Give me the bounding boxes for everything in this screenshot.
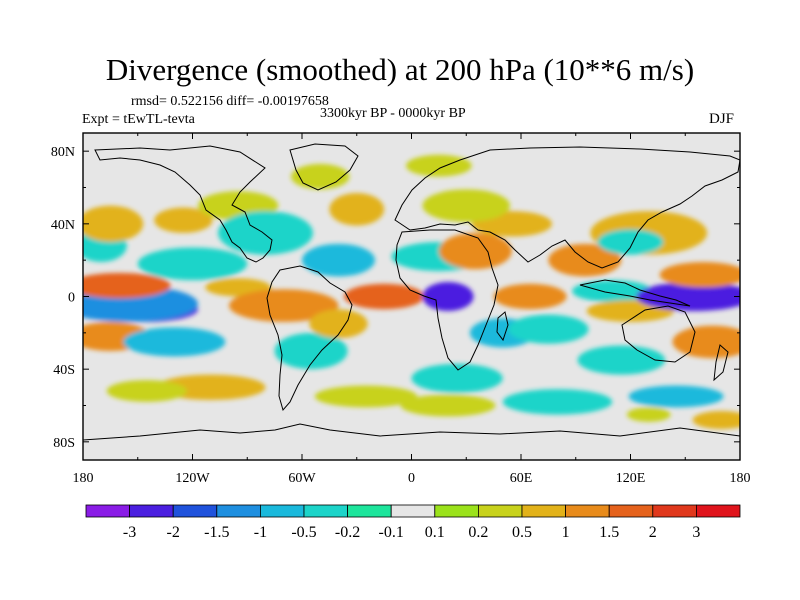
x-tick-label: 0 (408, 471, 415, 486)
colorbar-box (477, 504, 523, 518)
coastline-antarctica (83, 423, 740, 441)
chart-title: Divergence (smoothed) at 200 hPa (10**6 … (105, 52, 695, 87)
season-label: DJF (709, 111, 735, 127)
colorbar-label: 0.5 (512, 524, 532, 541)
field-anomaly-39 (626, 407, 671, 422)
colorbar-box (521, 504, 566, 518)
y-tick-label: 80N (51, 145, 75, 160)
y-tick-label: 80S (53, 436, 75, 451)
colorbar-label: 2 (649, 524, 657, 541)
colorbar-label: -0.2 (335, 524, 360, 541)
x-tick-label: 120E (616, 471, 646, 486)
coastline-maritime-continent (579, 279, 691, 307)
field-anomaly-37 (577, 345, 666, 375)
colorbar-box (85, 504, 130, 518)
colorbar-box (172, 504, 218, 518)
field-anomaly-45 (692, 410, 740, 430)
coastline-south-america (266, 265, 353, 412)
period-label: 3300kyr BP - 0000kyr BP (320, 106, 466, 121)
field-anomaly-7 (83, 205, 144, 242)
colorbar-box (259, 504, 305, 518)
y-axis: 80N 40N 0 40S 80S (51, 145, 740, 451)
field-anomaly-38 (628, 385, 724, 408)
field-anomaly-33 (659, 261, 740, 288)
field-anomaly-24 (406, 154, 472, 177)
colorbar-label: -0.1 (379, 524, 404, 541)
coastline-europe-asia (394, 146, 740, 269)
coastline-north-america (94, 145, 273, 263)
colorbar-box (652, 504, 697, 518)
field-anomaly-23 (422, 189, 511, 223)
y-tick-label: 40N (51, 218, 75, 233)
coastline-africa (395, 229, 499, 371)
field-anomaly-21 (438, 232, 512, 270)
field-anomaly-40 (502, 389, 613, 415)
colorbar-box (216, 504, 261, 518)
field-anomaly-12 (229, 289, 339, 322)
field-anomaly-41 (314, 385, 417, 408)
colorbar-box (129, 504, 174, 518)
colorbar-label: -0.5 (291, 524, 316, 541)
colorbar-box (434, 504, 479, 518)
colorbar-label: 0.2 (468, 524, 488, 541)
y-tick-label: 40S (53, 363, 75, 378)
colorbar-label: 0.1 (425, 524, 445, 541)
field-anomaly-32 (635, 281, 740, 312)
field-anomaly-4 (123, 327, 226, 357)
colorbar-label: 3 (692, 524, 700, 541)
field-anomaly-28 (508, 314, 589, 344)
field-anomaly-19 (422, 281, 474, 312)
x-tick-label: 60E (510, 471, 533, 486)
colorbar-label: -1 (254, 524, 267, 541)
colorbar-box (696, 504, 741, 518)
experiment-label: Expt = tEwTL-tevta (82, 112, 195, 127)
colorbar-box (347, 504, 392, 518)
colorbar-box (608, 504, 654, 518)
x-axis: 180 120W 60W 0 60E 120E 180 (73, 133, 751, 486)
field-anomaly-43 (106, 380, 188, 402)
coastline-new-zealand (713, 344, 729, 382)
x-tick-label: 180 (73, 471, 94, 486)
field-anomaly-10 (218, 211, 313, 255)
x-tick-label: 120W (175, 471, 210, 486)
field-anomaly-8 (154, 207, 213, 233)
divergence-field (83, 154, 740, 430)
stats-line: rmsd= 0.522156 diff= -0.00197658 (131, 94, 329, 109)
colorbar-box (303, 504, 348, 518)
field-anomaly-18 (343, 283, 425, 310)
colorbar: -3 -2 -1.5 -1 -0.5 -0.2 -0.1 0.1 0.2 0.5 1 1.5 2 3 (85, 504, 741, 541)
colorbar-label: 1.5 (599, 524, 619, 541)
colorbar-label: -1.5 (204, 524, 229, 541)
colorbar-label: -2 (167, 524, 180, 541)
field-anomaly-13 (274, 332, 348, 370)
x-tick-label: 180 (730, 471, 751, 486)
field-anomaly-25 (411, 363, 503, 393)
colorbar-box (390, 504, 436, 518)
colorbar-box (565, 504, 610, 518)
field-anomaly-27 (493, 283, 567, 310)
field-anomaly-2 (83, 272, 171, 299)
field-anomaly-16 (329, 192, 385, 226)
coastline-greenland (289, 143, 359, 191)
colorbar-label: 1 (562, 524, 570, 541)
coastline-australia (621, 305, 696, 363)
coastlines (83, 143, 740, 441)
field-anomaly-36 (672, 325, 740, 359)
y-tick-label: 0 (68, 291, 75, 306)
field-anomaly-44 (400, 394, 496, 417)
field-anomaly-14 (309, 309, 368, 339)
field-anomaly-35 (597, 229, 664, 255)
field-anomaly-5 (137, 247, 248, 281)
x-tick-label: 60W (288, 471, 316, 486)
colorbar-label: -3 (123, 524, 136, 541)
coastline-madagascar (496, 311, 509, 342)
field-anomaly-15 (302, 243, 375, 277)
